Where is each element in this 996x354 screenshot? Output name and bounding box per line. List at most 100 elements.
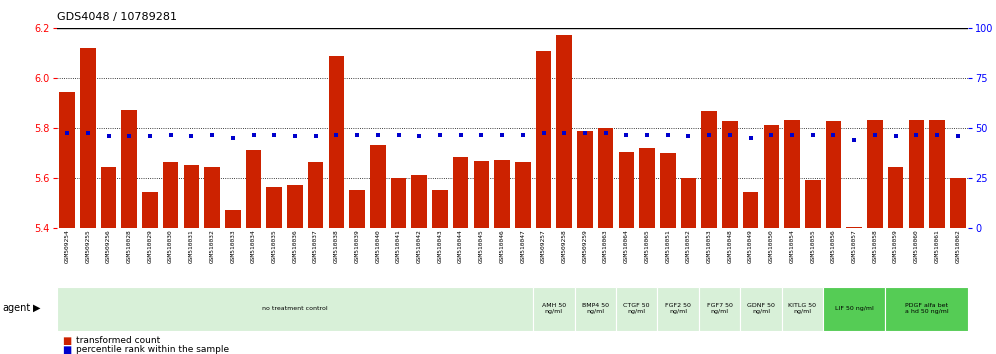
Text: GSM510048: GSM510048 [727, 229, 732, 263]
Text: ■: ■ [62, 336, 71, 346]
Text: ■: ■ [62, 345, 71, 354]
Bar [515, 162, 531, 228]
Text: GSM510044: GSM510044 [458, 229, 463, 263]
Text: GDNF 50
ng/ml: GDNF 50 ng/ml [747, 303, 775, 314]
Bar [101, 167, 117, 228]
Bar [616, 287, 657, 331]
Text: GSM510061: GSM510061 [934, 229, 939, 263]
Text: GSM509257: GSM509257 [541, 229, 546, 263]
Text: GSM510056: GSM510056 [831, 229, 836, 263]
Text: GSM510028: GSM510028 [126, 229, 131, 263]
Bar [657, 287, 699, 331]
Text: KITLG 50
ng/ml: KITLG 50 ng/ml [789, 303, 817, 314]
Text: BMP4 50
ng/ml: BMP4 50 ng/ml [582, 303, 609, 314]
Text: PDGF alfa bet
a hd 50 ng/ml: PDGF alfa bet a hd 50 ng/ml [905, 303, 948, 314]
Text: GSM510031: GSM510031 [189, 229, 194, 263]
Bar [784, 120, 800, 228]
Bar [287, 184, 303, 228]
Text: GSM510050: GSM510050 [769, 229, 774, 263]
Text: GSM510043: GSM510043 [437, 229, 442, 263]
Text: GSM510037: GSM510037 [313, 229, 318, 263]
Bar [782, 287, 823, 331]
Bar [722, 121, 738, 228]
Bar [142, 192, 157, 228]
Text: GSM510055: GSM510055 [811, 229, 816, 263]
Text: GSM510049: GSM510049 [748, 229, 753, 263]
Bar [929, 120, 945, 228]
Text: GSM510051: GSM510051 [665, 229, 670, 263]
Text: GSM510054: GSM510054 [790, 229, 795, 263]
Bar [639, 148, 654, 228]
Bar [740, 287, 782, 331]
Bar [533, 287, 575, 331]
Bar [246, 150, 261, 228]
Bar [764, 125, 779, 228]
Text: GSM510038: GSM510038 [334, 229, 339, 263]
Bar [329, 56, 345, 228]
Text: GSM510032: GSM510032 [209, 229, 214, 263]
Text: GDS4048 / 10789281: GDS4048 / 10789281 [57, 12, 176, 22]
Bar [823, 287, 885, 331]
Text: GSM509256: GSM509256 [106, 229, 111, 263]
Bar [699, 287, 740, 331]
Bar [204, 167, 220, 228]
Text: agent: agent [2, 303, 30, 313]
Text: GSM510034: GSM510034 [251, 229, 256, 263]
Text: GSM510029: GSM510029 [147, 229, 152, 263]
Text: GSM510052: GSM510052 [686, 229, 691, 263]
Bar [619, 152, 634, 228]
Text: GSM509255: GSM509255 [86, 229, 91, 263]
Bar [660, 153, 675, 228]
Bar [225, 210, 241, 228]
Bar [432, 190, 448, 228]
Bar [122, 110, 137, 228]
Text: GSM510039: GSM510039 [355, 229, 360, 263]
Bar [598, 129, 614, 228]
Text: transformed count: transformed count [76, 336, 160, 345]
Bar [950, 178, 965, 228]
Bar [680, 178, 696, 228]
Text: GSM510035: GSM510035 [272, 229, 277, 263]
Text: GSM510036: GSM510036 [293, 229, 298, 263]
Bar [701, 111, 717, 228]
Text: ▶: ▶ [33, 303, 41, 313]
Bar [577, 131, 593, 228]
Bar [908, 120, 924, 228]
Text: GSM510041: GSM510041 [396, 229, 401, 263]
Text: GSM510063: GSM510063 [604, 229, 609, 263]
Text: GSM510060: GSM510060 [914, 229, 919, 263]
Bar [557, 35, 572, 228]
Bar [57, 287, 533, 331]
Text: GSM510058: GSM510058 [872, 229, 877, 263]
Bar [183, 165, 199, 228]
Text: GSM510057: GSM510057 [852, 229, 857, 263]
Text: GSM510064: GSM510064 [623, 229, 628, 263]
Bar [536, 51, 551, 228]
Text: GSM510042: GSM510042 [416, 229, 421, 263]
Text: GSM510030: GSM510030 [168, 229, 173, 263]
Text: GSM509258: GSM509258 [562, 229, 567, 263]
Bar [494, 160, 510, 228]
Text: FGF2 50
ng/ml: FGF2 50 ng/ml [665, 303, 691, 314]
Bar [868, 120, 882, 228]
Bar [826, 121, 842, 228]
Bar [847, 227, 862, 228]
Text: GSM510062: GSM510062 [955, 229, 960, 263]
Bar [308, 162, 324, 228]
Bar [743, 192, 758, 228]
Bar [163, 162, 178, 228]
Text: GSM510046: GSM510046 [500, 229, 505, 263]
Text: GSM510065: GSM510065 [644, 229, 649, 263]
Text: GSM510040: GSM510040 [375, 229, 380, 263]
Bar [575, 287, 616, 331]
Bar [371, 144, 385, 228]
Text: GSM510033: GSM510033 [230, 229, 235, 263]
Text: percentile rank within the sample: percentile rank within the sample [76, 345, 229, 354]
Bar [411, 175, 427, 228]
Bar [267, 187, 282, 228]
Text: no treatment control: no treatment control [262, 306, 328, 312]
Bar [474, 161, 489, 228]
Text: CTGF 50
ng/ml: CTGF 50 ng/ml [623, 303, 650, 314]
Text: GSM509254: GSM509254 [65, 229, 70, 263]
Bar [885, 287, 968, 331]
